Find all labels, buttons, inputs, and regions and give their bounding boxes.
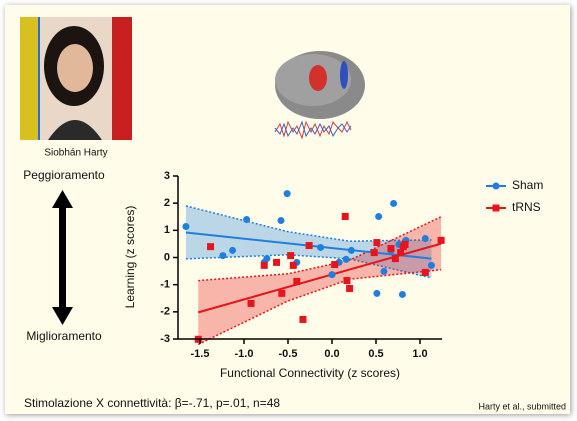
point [277, 217, 284, 224]
point [438, 237, 445, 244]
point [399, 291, 406, 298]
point [299, 316, 306, 323]
y-tick-label: 1 [164, 224, 170, 236]
point [373, 290, 380, 297]
portrait [20, 17, 132, 140]
point [243, 216, 250, 223]
y-axis-label: Learning (z scores) [123, 206, 137, 309]
point [306, 242, 313, 249]
x-tick-label: -0.5 [279, 348, 298, 360]
point [317, 244, 324, 251]
point [346, 285, 353, 292]
point [397, 249, 404, 256]
legend-label: Sham [512, 178, 543, 192]
person-name: Siobhán Harty [44, 148, 107, 159]
point [392, 255, 399, 262]
point [428, 262, 435, 269]
point [348, 247, 355, 254]
legend-label: tRNS [512, 200, 541, 214]
point [219, 252, 226, 259]
point [343, 277, 350, 284]
point [329, 271, 336, 278]
y-tick-label: -3 [160, 333, 170, 345]
x-tick-label: 0.5 [368, 348, 383, 360]
point [284, 190, 291, 197]
point [342, 213, 349, 220]
y-tick-label: 0 [164, 251, 170, 263]
point [207, 243, 214, 250]
x-tick-label: -1.5 [191, 348, 210, 360]
x-tick-label: 1.0 [412, 348, 427, 360]
point [390, 200, 397, 207]
x-tick-label: -1.0 [235, 348, 254, 360]
point [182, 223, 189, 230]
point [293, 278, 300, 285]
point [371, 249, 378, 256]
point [278, 290, 285, 297]
point [290, 262, 297, 269]
point [287, 252, 294, 259]
x-tick-label: 0.0 [324, 348, 339, 360]
x-axis-label: Functional Connectivity (z scores) [220, 366, 400, 380]
y-tick-label: 2 [164, 197, 170, 209]
better-label: Miglioramento [26, 329, 102, 343]
point [343, 256, 350, 263]
worse-label: Peggioramento [23, 168, 105, 182]
point [422, 269, 429, 276]
y-tick-label: 3 [164, 170, 170, 182]
slide: Siobhán Harty Peggioramento Migliorament… [0, 0, 577, 421]
point [422, 235, 429, 242]
legend-marker [493, 183, 500, 190]
point [261, 262, 268, 269]
y-tick-label: -1 [160, 279, 170, 291]
caption: Stimolazione X connettività: β=-.71, p=.… [24, 396, 280, 410]
legend-marker [493, 205, 500, 212]
point [229, 247, 236, 254]
point [387, 245, 394, 252]
point [373, 239, 380, 246]
point [263, 255, 270, 262]
point [380, 268, 387, 275]
point [273, 259, 280, 266]
point [375, 213, 382, 220]
slide-canvas: Siobhán Harty Peggioramento Migliorament… [0, 0, 577, 421]
point [248, 300, 255, 307]
point [331, 261, 338, 268]
point [402, 241, 409, 248]
citation: Harty et al., submitted [478, 401, 566, 411]
y-tick-label: -2 [160, 306, 170, 318]
